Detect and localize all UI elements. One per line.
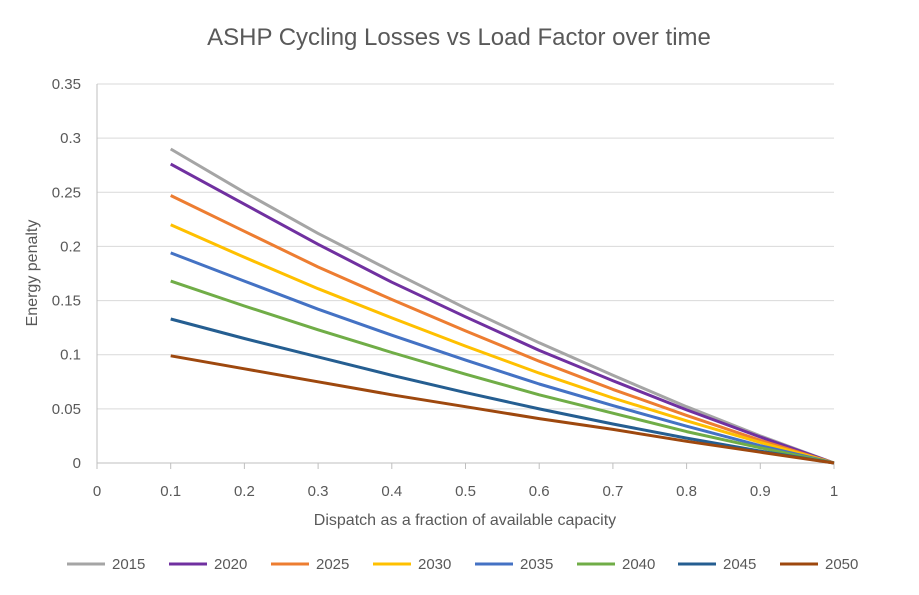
y-axis-label: Energy penalty [24,220,41,327]
x-tick-label: 0.3 [308,483,329,500]
y-tick-label: 0.1 [60,347,81,364]
series-line-2040 [170,279,835,465]
legend-label: 2040 [622,556,655,573]
legend-item-2015: 2015 [67,556,145,573]
y-tick-label: 0.2 [60,238,81,255]
series-line-2030 [170,223,835,465]
x-tick-label: 0.5 [455,483,476,500]
legend-label: 2015 [112,556,145,573]
legend-label: 2050 [825,556,858,573]
legend-label: 2045 [723,556,756,573]
x-axis-label: Dispatch as a fraction of available capa… [314,512,616,529]
y-tick-label: 0.35 [52,76,81,93]
series-line-2045 [170,317,835,465]
series-line-2050 [170,354,835,465]
legend-item-2045: 2045 [678,556,756,573]
x-tick-label: 0.9 [750,483,771,500]
y-tick-label: 0.3 [60,130,81,147]
legend-item-2030: 2030 [373,556,451,573]
y-tick-label: 0.25 [52,184,81,201]
x-tick-label: 0.6 [529,483,550,500]
legend-label: 2025 [316,556,349,573]
legend-item-2020: 2020 [169,556,247,573]
series-line-2020 [169,162,835,465]
y-axis-ticks: 0 0.05 0.1 0.15 0.2 0.25 0.3 0.35 [52,76,81,472]
x-tick-label: 0 [93,483,101,500]
y-tick-label: 0.05 [52,401,81,418]
legend-label: 2020 [214,556,247,573]
x-tick-label: 0.2 [234,483,255,500]
y-tick-label: 0 [73,455,81,472]
y-tick-label: 0.15 [52,293,81,310]
x-tick-label: 1 [830,483,838,500]
x-tick-label: 0.1 [160,483,181,500]
legend-item-2050: 2050 [780,556,858,573]
x-tick-label: 0.8 [676,483,697,500]
x-tick-label: 0.7 [602,483,623,500]
legend-item-2025: 2025 [271,556,349,573]
chart-title: ASHP Cycling Losses vs Load Factor over … [207,24,711,51]
series-line-2025 [170,194,835,465]
x-tick-label: 0.4 [381,483,402,500]
x-axis-ticks: 0 0.1 0.2 0.3 0.4 0.5 0.6 0.7 0.8 0.9 1 [93,463,838,500]
legend-item-2040: 2040 [577,556,655,573]
series-line-2035 [170,251,835,465]
legend-label: 2030 [418,556,451,573]
series-lines [169,147,835,465]
legend-label: 2035 [520,556,553,573]
series-line-2015 [169,147,835,465]
legend-item-2035: 2035 [475,556,553,573]
legend: 2015 2020 2025 2030 2035 2040 2045 2050 [67,556,858,573]
